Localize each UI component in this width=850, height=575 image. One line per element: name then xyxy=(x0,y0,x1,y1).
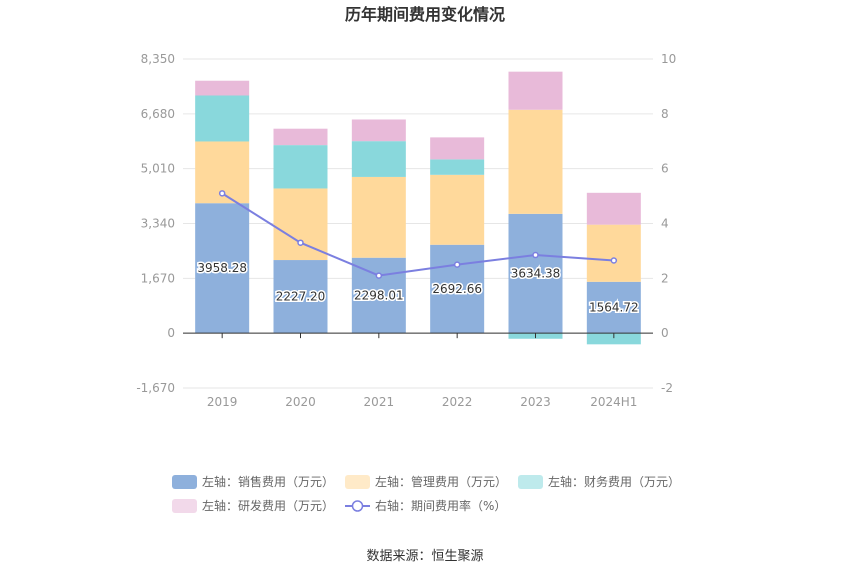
legend-swatch xyxy=(172,499,197,513)
bar-value-label: 2692.66 xyxy=(432,282,482,296)
bar-value-label: 2227.20 xyxy=(276,290,326,304)
bar-segment xyxy=(351,119,406,142)
x-tick-label: 2024H1 xyxy=(590,395,637,409)
left-tick-label: 6,680 xyxy=(141,107,175,121)
legend-label: 左轴：财务费用（万元） xyxy=(548,474,680,489)
bar-segment xyxy=(430,137,485,160)
right-tick-label: 6 xyxy=(661,162,669,176)
source-note: 数据来源：恒生聚源 xyxy=(366,549,483,564)
bar-segment xyxy=(195,80,250,96)
legend-label: 左轴：研发费用（万元） xyxy=(202,498,334,513)
rate-point xyxy=(375,272,383,279)
bar-segment xyxy=(586,333,641,345)
bar-segment xyxy=(351,176,406,258)
legend-item[interactable]: 左轴：研发费用（万元） xyxy=(172,498,334,513)
legend-swatch xyxy=(518,475,543,489)
bar-segment xyxy=(351,141,406,177)
left-tick-label: 0 xyxy=(167,326,175,340)
chart-title: 历年期间费用变化情况 xyxy=(345,5,505,24)
x-tick-label: 2020 xyxy=(285,395,316,409)
rate-line-path xyxy=(221,192,614,277)
bar-segment xyxy=(195,95,250,142)
x-tick-label: 2023 xyxy=(520,395,551,409)
bar-segment xyxy=(430,159,485,175)
bar-segment xyxy=(586,281,641,334)
legend-label: 左轴：销售费用（万元） xyxy=(202,474,334,489)
x-tick-label: 2019 xyxy=(207,395,238,409)
rate-point xyxy=(218,190,226,197)
left-tick-label: -1,670 xyxy=(136,381,175,395)
right-tick-label: -2 xyxy=(661,381,673,395)
bar-segment xyxy=(273,145,328,189)
bar-segment xyxy=(508,213,563,334)
x-tick-label: 2021 xyxy=(364,395,395,409)
rate-point xyxy=(532,251,539,259)
right-tick-label: 4 xyxy=(661,217,669,231)
legend[interactable]: 左轴：销售费用（万元） 左轴：管理费用（万元） 左轴：财务费用（万元） 左轴：研发费用… xyxy=(172,474,680,513)
legend-item[interactable]: 左轴：管理费用（万元） xyxy=(345,474,507,489)
right-tick-label: 8 xyxy=(661,107,669,121)
bar-segment xyxy=(273,260,328,334)
rate-point xyxy=(297,239,304,246)
legend-item[interactable]: 左轴：财务费用（万元） xyxy=(518,474,680,489)
left-tick-label: 8,350 xyxy=(141,52,175,66)
bar-value-label: 3958.28 xyxy=(197,261,247,275)
bar-value-label: 3634.38 xyxy=(511,267,561,281)
bar-segment xyxy=(430,244,485,334)
bar-segment xyxy=(508,109,563,214)
rate-point xyxy=(453,261,461,268)
bar-segment xyxy=(586,192,641,225)
bar-segment xyxy=(273,188,328,261)
right-tick-label: 2 xyxy=(661,271,669,285)
x-axis: 2019 2020 2021 2022 2023 2024H1 xyxy=(207,333,637,409)
bar-value-label: 2298.01 xyxy=(354,288,404,302)
legend-swatch xyxy=(345,475,370,489)
data-labels: 3958.28 2227.20 2298.01 2692.66 3634.38 1564.… xyxy=(196,260,640,316)
bar-value-label: 1564.72 xyxy=(589,300,639,314)
left-axis: -1,670 0 1,670 3,340 5,010 6,680 8,350 xyxy=(136,52,175,395)
grid xyxy=(183,58,653,389)
legend-label: 右轴：期间费用率（%） xyxy=(375,498,506,513)
bars xyxy=(195,71,641,345)
right-tick-label: 0 xyxy=(661,326,669,340)
left-tick-label: 3,340 xyxy=(141,217,175,231)
legend-line-marker xyxy=(351,500,364,512)
bar-segment xyxy=(508,71,563,110)
bar-segment xyxy=(273,128,328,146)
legend-item[interactable]: 左轴：销售费用（万元） xyxy=(172,474,334,489)
rate-point xyxy=(610,257,618,264)
legend-swatch xyxy=(172,475,197,489)
legend-item[interactable]: 右轴：期间费用率（%） xyxy=(345,498,506,513)
bar-segment xyxy=(430,174,485,245)
bar-segment xyxy=(351,257,406,334)
x-tick-label: 2022 xyxy=(442,395,473,409)
bar-segment xyxy=(195,203,250,334)
right-tick-label: 10 xyxy=(661,52,676,66)
bar-segment xyxy=(586,224,641,282)
left-tick-label: 5,010 xyxy=(141,162,175,176)
rate-line xyxy=(218,190,618,279)
legend-label: 左轴：管理费用（万元） xyxy=(375,474,507,489)
left-tick-label: 1,670 xyxy=(141,271,175,285)
right-axis: -2 0 2 4 6 8 10 xyxy=(661,52,676,395)
